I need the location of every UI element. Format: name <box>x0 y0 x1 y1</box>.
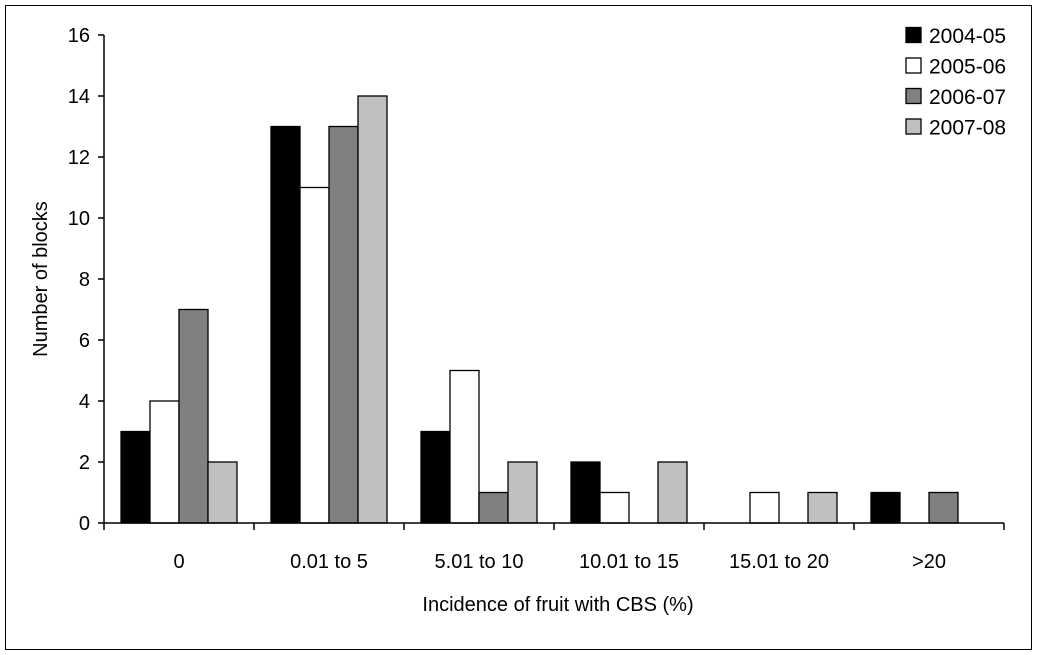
x-tick-label: 0.01 to 5 <box>290 551 368 573</box>
legend-label: 2006-07 <box>929 86 1006 109</box>
bar <box>420 430 451 524</box>
x-tick-label: >20 <box>912 551 946 573</box>
bar <box>357 95 388 524</box>
legend-item: 2004-05 <box>905 25 1006 48</box>
bar <box>657 461 688 524</box>
bar <box>120 430 151 524</box>
y-tick-label: 12 <box>68 147 90 169</box>
legend-item: 2007-08 <box>905 117 1006 140</box>
bar <box>270 125 301 524</box>
bar <box>749 491 780 524</box>
legend-item: 2005-06 <box>905 56 1006 79</box>
bar <box>207 461 238 524</box>
y-tick-label: 6 <box>79 330 90 352</box>
bar <box>599 491 630 524</box>
legend-label: 2004-05 <box>929 25 1006 48</box>
bar <box>328 125 359 524</box>
legend-label: 2007-08 <box>929 117 1006 140</box>
x-axis-tick-labels: 0 0.01 to 5 5.01 to 10 10.01 to 15 15.01 to … <box>173 551 946 573</box>
bar <box>807 491 838 524</box>
y-axis-ticks <box>98 34 104 524</box>
bar <box>507 461 538 524</box>
x-tick-label: 0 <box>173 551 184 573</box>
legend: 2004-05 2005-06 2006-07 2007-08 <box>905 25 1006 140</box>
x-tick-label: 15.01 to 20 <box>729 551 829 573</box>
bars <box>120 95 959 524</box>
y-tick-label: 4 <box>79 391 90 413</box>
bar <box>149 400 180 524</box>
bar <box>449 369 480 524</box>
bar <box>928 491 959 524</box>
bar <box>570 461 601 524</box>
bar <box>870 491 901 524</box>
y-axis-title: Number of blocks <box>30 201 52 357</box>
y-tick-label: 8 <box>79 269 90 291</box>
legend-swatch <box>905 57 922 74</box>
x-axis-ticks <box>103 523 1005 530</box>
x-axis-title: Incidence of fruit with CBS (%) <box>422 594 693 616</box>
legend-item: 2006-07 <box>905 86 1006 109</box>
legend-label: 2005-06 <box>929 56 1006 79</box>
bar <box>478 491 509 524</box>
legend-swatch <box>905 87 922 105</box>
y-tick-label: 2 <box>79 452 90 474</box>
y-tick-label: 16 <box>68 25 90 47</box>
bar <box>178 308 209 524</box>
y-tick-label: 14 <box>68 86 90 108</box>
legend-swatch <box>905 118 922 135</box>
x-tick-label: 5.01 to 10 <box>435 551 524 573</box>
y-tick-label: 0 <box>79 513 90 535</box>
legend-swatch <box>905 26 922 44</box>
chart-frame <box>5 5 1032 650</box>
y-axis-tick-labels: 0 2 4 6 8 10 12 14 16 <box>68 25 90 535</box>
y-tick-label: 10 <box>68 208 90 230</box>
bar <box>299 186 330 524</box>
x-tick-label: 10.01 to 15 <box>579 551 679 573</box>
